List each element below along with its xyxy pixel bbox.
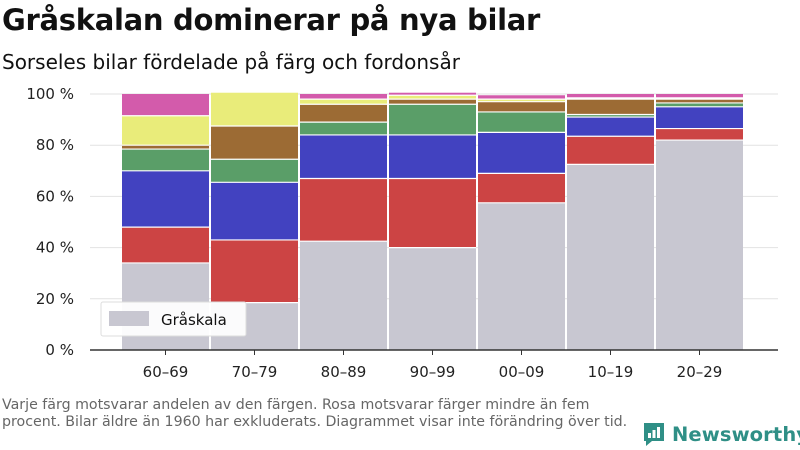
chart-title: Gråskalan dominerar på nya bilar — [2, 3, 541, 37]
bar-segment — [389, 99, 476, 105]
y-tick-label: 60 % — [36, 187, 74, 205]
bar-segment — [122, 94, 209, 116]
bar-segment — [122, 170, 209, 228]
bar-segment — [656, 140, 743, 350]
legend-swatch — [109, 311, 149, 326]
y-tick-label: 80 % — [36, 136, 74, 154]
axes: 0 % 20 % 40 % 60 % 80 % 100 % 60–69 70–79 80–89 9… — [26, 85, 778, 381]
bar-segment — [567, 114, 654, 118]
legend: Gråskala — [100, 301, 247, 337]
x-tick-label: 00–09 — [499, 363, 545, 381]
bar-segment — [656, 94, 743, 98]
brand-logo: Newsworthy — [642, 421, 800, 447]
bar-segment — [567, 136, 654, 165]
bar-segment — [122, 227, 209, 263]
chart-subtitle: Sorseles bilar fördelade på färg och for… — [2, 50, 460, 74]
bar-segment — [656, 97, 743, 100]
bar-segment — [300, 94, 387, 100]
x-tick-label: 70–79 — [232, 363, 278, 381]
bar-segment — [389, 104, 476, 135]
bar-segment — [122, 145, 209, 150]
bar-segment — [478, 99, 565, 102]
bar-segment — [300, 178, 387, 242]
stacked-bar-chart: 0 % 20 % 40 % 60 % 80 % 100 % 60–69 70–79 80–89 9… — [26, 85, 778, 381]
bar-segment — [122, 149, 209, 171]
bar-segment — [389, 134, 476, 179]
bar-segment — [211, 126, 298, 160]
bar-segment — [478, 132, 565, 174]
bar-segment — [567, 164, 654, 350]
bar-segment — [211, 182, 298, 240]
x-tick-label: 20–29 — [677, 363, 723, 381]
legend-label: Gråskala — [161, 311, 227, 329]
y-tick-label: 40 % — [36, 239, 74, 257]
bar-segment — [211, 92, 298, 126]
x-tick-label: 80–89 — [321, 363, 367, 381]
bar-segment — [567, 94, 654, 98]
bar-segment — [567, 99, 654, 115]
bar-segment — [478, 173, 565, 203]
bar-segment — [389, 95, 476, 100]
bar-segment — [656, 99, 743, 103]
bar-segment — [389, 92, 476, 96]
legend-box — [100, 301, 247, 337]
x-tick-label: 10–19 — [588, 363, 634, 381]
x-tick-label: 90–99 — [410, 363, 456, 381]
bar-segment — [300, 99, 387, 105]
bar-segment — [567, 97, 654, 100]
bar-segment — [656, 102, 743, 107]
y-tick-label: 100 % — [26, 85, 74, 103]
bar-segment — [478, 95, 565, 100]
footnote: Varje färg motsvarar andelen av den färg… — [2, 397, 628, 430]
y-tick-label: 20 % — [36, 290, 74, 308]
bar-segment — [300, 134, 387, 179]
bar-segment — [122, 115, 209, 146]
y-tick-label: 0 % — [45, 341, 74, 359]
bar-segment — [656, 106, 743, 129]
bar-segment — [656, 128, 743, 141]
x-tick-label: 60–69 — [143, 363, 189, 381]
bar-segment — [478, 111, 565, 133]
bar-segment — [389, 247, 476, 350]
bar-segment — [567, 117, 654, 137]
bar-segment — [300, 104, 387, 123]
bar-segment — [478, 101, 565, 112]
brand-name: Newsworthy — [672, 422, 800, 446]
bar-segment — [300, 241, 387, 350]
bar-segment — [389, 178, 476, 248]
bar-segment — [300, 122, 387, 135]
newsworthy-logo-icon — [644, 423, 664, 446]
bar-segment — [211, 239, 298, 303]
bar-segment — [478, 202, 565, 350]
bar-segment — [211, 159, 298, 183]
